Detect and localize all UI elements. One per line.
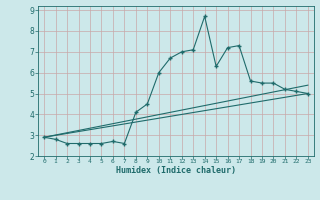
X-axis label: Humidex (Indice chaleur): Humidex (Indice chaleur) bbox=[116, 166, 236, 175]
